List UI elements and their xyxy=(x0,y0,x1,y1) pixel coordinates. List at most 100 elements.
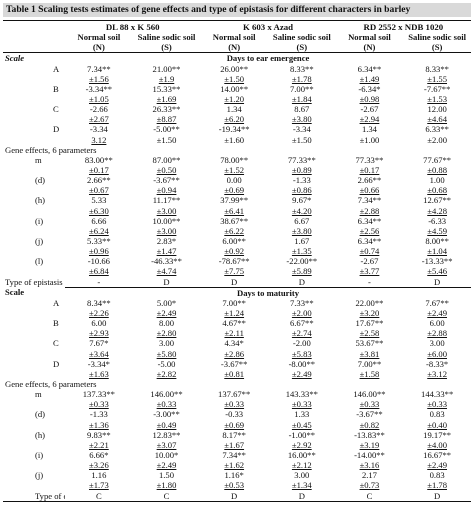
estimate-cell: 14.00** xyxy=(220,83,249,94)
row-label: (d) xyxy=(35,409,46,420)
stderr-cell: ±4.74 xyxy=(156,266,177,277)
estimate-cell: -78.67** xyxy=(218,256,250,267)
stderr-cell: ±1.52 xyxy=(224,165,245,176)
table-row: ±0.17 ±0.50 ±1.52 ±0.89 ±0.17 ±0.88 xyxy=(3,165,471,175)
estimate-cell: 6.66 xyxy=(91,215,107,226)
estimate-cell: 6.00 xyxy=(91,318,107,329)
type-epistasis-row: Type of epistasisCCDDCD xyxy=(3,490,471,502)
stderr-cell: ±2.49 xyxy=(291,368,312,379)
estimate-cell: -19.34** xyxy=(218,124,250,135)
row-label xyxy=(3,308,65,318)
section-title: Days to maturity xyxy=(65,286,471,298)
row-label xyxy=(3,328,65,338)
scaling-tests-table: DL 88 x K 560 K 603 x Azad RD 2552 x NDB… xyxy=(3,20,471,502)
stderr-cell: ±1.58 xyxy=(359,368,380,379)
estimate-cell: 1.00 xyxy=(429,175,445,186)
row-label: (j) xyxy=(35,236,44,247)
stderr-cell: ±8.87 xyxy=(156,114,177,125)
stderr-cell: ±3.81 xyxy=(359,348,380,359)
header-code: (S) xyxy=(132,42,201,54)
stderr-cell: ±1.69 xyxy=(156,94,177,105)
stderr-cell: ±3.16 xyxy=(359,460,380,471)
row-label: D xyxy=(53,358,60,369)
stderr-cell: ±2.80 xyxy=(156,328,177,339)
estimate-cell: 15.33** xyxy=(152,83,181,94)
row-label: (h) xyxy=(35,429,46,440)
stderr-cell: ±3.80 xyxy=(291,114,312,125)
stderr-cell: ±0.89 xyxy=(291,165,312,176)
row-label: (l) xyxy=(35,256,44,267)
stderr-cell: ±3.26 xyxy=(88,460,109,471)
table-row: ±2.21 ±3.07 ±1.67 ±2.92 ±3.19 ±4.00 xyxy=(3,440,471,450)
estimate-cell: 4.34* xyxy=(224,338,244,349)
stderr-cell: ±1.63 xyxy=(88,368,109,379)
estimate-cell: 77.33** xyxy=(355,154,384,165)
stderr-cell: ±6.41 xyxy=(224,205,245,216)
estimate-cell: 6.00 xyxy=(429,318,445,329)
estimate-cell: 9.83** xyxy=(87,429,111,440)
estimate-cell: 1.67 xyxy=(294,236,310,247)
estimate-cell: 146.00** xyxy=(150,389,183,400)
type-epistasis-cell: D xyxy=(267,490,336,502)
type-epistasis-cell: - xyxy=(368,276,371,287)
estimate-cell: 77.67** xyxy=(423,154,452,165)
header-code: (N) xyxy=(65,42,133,54)
table-row: (l) -10.66 -46.33** -78.67** -22.00** -2.67 -1… xyxy=(3,256,471,266)
stderr-cell: ±1.80 xyxy=(156,480,177,491)
stderr-cell: ±0.53 xyxy=(224,480,245,491)
estimate-cell: 144.33** xyxy=(421,389,454,400)
stderr-cell: ±5.46 xyxy=(427,266,448,277)
estimate-cell: 6.66* xyxy=(89,449,109,460)
stderr-cell: ±3.07 xyxy=(156,439,177,450)
stderr-cell: ±4.59 xyxy=(427,225,448,236)
stderr-cell: ±3.80 xyxy=(291,225,312,236)
table-row: C -2.66 26.33** 1.34 8.67 -2.67 12.00 xyxy=(3,104,471,114)
estimate-cell: 1.34 xyxy=(226,104,242,115)
estimate-cell: -2.00 xyxy=(292,338,311,349)
type-epistasis-label: Type of epistasis xyxy=(5,276,63,287)
stderr-cell: ±0.40 xyxy=(427,419,448,430)
estimate-cell: -7.67** xyxy=(423,83,451,94)
table-row: ±0.67 ±0.94 ±0.69 ±0.86 ±0.66 ±0.68 xyxy=(3,185,471,195)
estimate-cell: 6.67** xyxy=(289,318,314,329)
stderr-cell: ±0.68 xyxy=(427,185,448,196)
header-code: (N) xyxy=(200,42,268,54)
estimate-cell: -8.00** xyxy=(288,358,316,369)
estimate-cell: -10.66 xyxy=(87,256,110,267)
stderr-cell: ±0.33 xyxy=(156,399,177,410)
table-row: ±1.56 ±1.9 ±1.50 ±1.78 ±1.49 ±1.55 xyxy=(3,74,471,84)
table-row: ±3.26 ±2.49 ±1.62 ±2.12 ±3.16 ±2.49 xyxy=(3,460,471,470)
scale-label: Scale xyxy=(5,53,25,64)
stderr-cell: ±2.92 xyxy=(291,439,312,450)
stderr-cell: ±1.36 xyxy=(88,419,109,430)
table-row: D -3.34* -5.00 -3.67** -8.00** 7.00** -8.33* xyxy=(3,359,471,369)
stderr-cell: ±2.94 xyxy=(359,114,380,125)
estimate-cell: 3.00 xyxy=(158,338,175,349)
estimate-cell: 6.33** xyxy=(425,124,449,135)
estimate-cell: 7.34** xyxy=(87,63,111,74)
stderr-cell: ±1.78 xyxy=(427,480,448,491)
estimate-cell: 7.34** xyxy=(222,449,246,460)
estimate-cell: 5.33 xyxy=(91,195,107,206)
stderr-cell: ±0.94 xyxy=(156,185,177,196)
estimate-cell: 0.83 xyxy=(429,409,445,420)
stderr-cell: ±0.69 xyxy=(224,185,245,196)
stderr-cell: ±1.73 xyxy=(88,480,109,491)
header-cross-2: K 603 x Azad xyxy=(200,20,336,33)
estimate-cell: -3.34 xyxy=(89,124,108,135)
table-row: A 8.34** 5.00* 7.00** 7.33** 22.00** 7.67** xyxy=(3,298,471,308)
estimate-cell: -3.34 xyxy=(292,124,311,135)
type-epistasis-cell: D xyxy=(434,276,441,287)
stderr-cell: ±0.88 xyxy=(427,165,448,176)
header-code: (N) xyxy=(335,42,404,54)
stderr-cell: ±2.26 xyxy=(88,308,109,318)
row-label xyxy=(3,480,65,490)
gene-effects-heading-label: Gene effects, 6 parameters xyxy=(5,144,97,155)
header-code: (S) xyxy=(403,42,471,54)
stderr-cell: ±4.00 xyxy=(427,439,448,450)
estimate-cell: 5.00* xyxy=(156,297,177,308)
stderr-cell: ±0.33 xyxy=(224,399,245,410)
estimate-cell: 22.00** xyxy=(355,297,384,308)
type-epistasis-cell: C xyxy=(132,490,201,502)
estimate-cell: 143.33** xyxy=(285,389,318,400)
